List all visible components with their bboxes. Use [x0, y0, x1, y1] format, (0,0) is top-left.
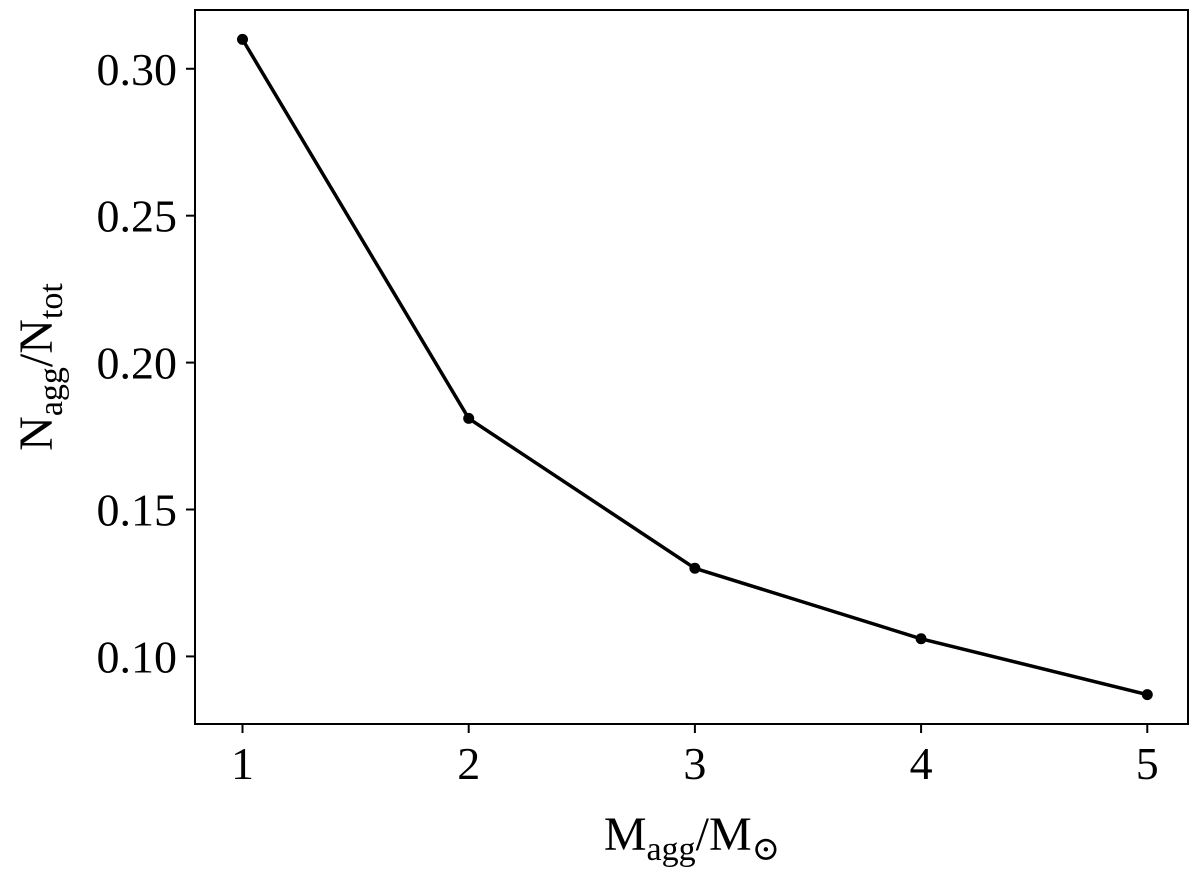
data-point	[1141, 689, 1153, 701]
data-point	[237, 33, 249, 45]
y-tick-label: 0.30	[97, 44, 178, 95]
data-point	[915, 633, 927, 645]
y-tick-label: 0.20	[97, 338, 178, 389]
y-axis-label: Nagg/Ntot	[10, 283, 70, 451]
series-line	[240, 38, 1148, 697]
y-tick-label: 0.15	[97, 485, 178, 536]
x-axis-label: Magg/M⊙	[604, 808, 780, 868]
x-tick-label: 2	[457, 738, 480, 789]
data-point	[689, 562, 701, 574]
x-tick-label: 1	[231, 738, 254, 789]
x-tick-label: 5	[1136, 738, 1159, 789]
data-point	[463, 412, 475, 424]
plot-frame	[194, 9, 1189, 725]
markers-layer	[237, 33, 1153, 701]
x-tick-label: 3	[683, 738, 706, 789]
ticks-layer: 1 2 3 4 5 0.10 0.15 0.20 0.25 0.30	[97, 44, 1159, 789]
x-tick-label: 4	[910, 738, 933, 789]
y-tick-label: 0.25	[97, 191, 178, 242]
y-tick-label: 0.10	[97, 631, 178, 682]
